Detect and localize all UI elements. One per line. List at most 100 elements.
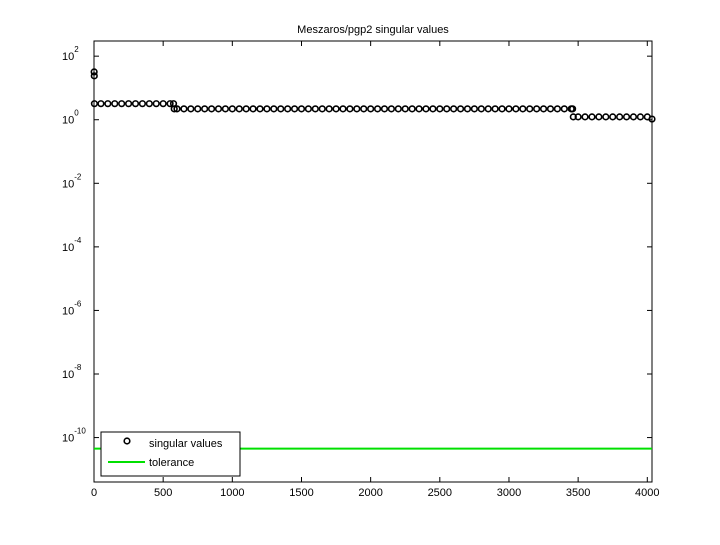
y-tick-label: 10-6 xyxy=(62,299,82,317)
data-point xyxy=(387,105,395,113)
data-point xyxy=(325,105,333,113)
data-point xyxy=(256,105,264,113)
data-point xyxy=(636,113,644,121)
data-point xyxy=(304,105,313,113)
data-point xyxy=(360,105,368,113)
data-point xyxy=(609,113,617,121)
data-point xyxy=(616,113,624,121)
data-point xyxy=(207,105,216,113)
y-tick-base: 10 xyxy=(62,369,74,381)
data-point xyxy=(318,105,326,113)
data-point xyxy=(512,105,520,113)
data-point xyxy=(90,72,98,80)
x-tick-label: 3000 xyxy=(497,487,521,499)
data-point xyxy=(111,100,119,108)
y-tick-base: 10 xyxy=(62,178,74,190)
data-point xyxy=(124,100,133,108)
data-point xyxy=(373,105,382,113)
y-tick-base: 10 xyxy=(62,115,74,127)
x-tick-label: 3500 xyxy=(566,487,590,499)
data-point xyxy=(194,105,202,113)
y-tick-exponent: -2 xyxy=(74,172,82,181)
data-point xyxy=(138,100,147,108)
data-point xyxy=(463,105,472,113)
data-point xyxy=(311,105,319,113)
data-point xyxy=(450,105,458,113)
data-point xyxy=(505,105,513,113)
data-point xyxy=(415,105,423,113)
data-point xyxy=(173,105,181,113)
data-point xyxy=(97,100,105,108)
data-point xyxy=(270,105,278,113)
data-point xyxy=(332,105,340,113)
data-point xyxy=(159,100,167,108)
data-point xyxy=(574,113,582,121)
data-point xyxy=(533,105,541,113)
data-point xyxy=(90,68,98,76)
y-tick-base: 10 xyxy=(62,305,74,317)
y-tick-exponent: 2 xyxy=(74,45,79,54)
x-tick-label: 4000 xyxy=(635,487,659,499)
data-point xyxy=(581,113,589,121)
data-point xyxy=(290,105,299,113)
data-point xyxy=(560,105,568,113)
data-point xyxy=(118,100,126,108)
data-point xyxy=(436,105,444,113)
y-tick-base: 10 xyxy=(62,51,74,63)
data-point xyxy=(263,105,271,113)
legend-label: tolerance xyxy=(149,457,194,469)
data-point xyxy=(339,105,347,113)
chart-title: Meszaros/pgp2 singular values xyxy=(297,24,449,36)
data-point xyxy=(498,105,506,113)
x-tick-label: 2000 xyxy=(358,487,382,499)
data-point xyxy=(422,105,430,113)
data-point xyxy=(648,115,656,123)
data-point xyxy=(401,105,409,113)
data-point xyxy=(353,105,361,113)
data-point xyxy=(249,105,257,113)
data-point xyxy=(484,105,492,113)
x-tick-label: 0 xyxy=(91,487,97,499)
data-point xyxy=(180,105,188,113)
data-point xyxy=(602,113,610,121)
data-point xyxy=(546,105,555,113)
y-tick-exponent: -4 xyxy=(74,236,82,245)
data-point xyxy=(526,105,534,113)
data-point xyxy=(346,105,354,113)
data-point xyxy=(629,113,638,121)
data-point xyxy=(470,105,478,113)
y-tick-exponent: -6 xyxy=(74,299,82,308)
data-point xyxy=(394,105,402,113)
data-point xyxy=(284,105,292,113)
y-tick-base: 10 xyxy=(62,242,74,254)
data-point xyxy=(622,113,631,121)
y-tick-exponent: -10 xyxy=(74,427,86,436)
data-point xyxy=(214,105,223,113)
data-point xyxy=(166,100,174,108)
data-point xyxy=(152,100,160,108)
data-point xyxy=(519,105,527,113)
data-point xyxy=(429,105,437,113)
data-point xyxy=(131,100,140,108)
data-point xyxy=(539,105,548,113)
y-tick-label: 10-10 xyxy=(62,427,86,445)
data-point xyxy=(277,105,285,113)
legend-label: singular values xyxy=(149,438,223,450)
data-point xyxy=(90,100,99,108)
data-point xyxy=(553,105,561,113)
data-point xyxy=(456,105,465,113)
y-tick-base: 10 xyxy=(62,433,74,445)
y-tick-exponent: 0 xyxy=(74,109,79,118)
data-point xyxy=(235,105,243,113)
data-point xyxy=(595,113,603,121)
data-point xyxy=(104,100,112,108)
y-tick-label: 10-8 xyxy=(62,363,82,381)
data-point xyxy=(242,105,250,113)
y-tick-label: 100 xyxy=(62,109,79,127)
data-point xyxy=(170,105,178,113)
x-tick-label: 1500 xyxy=(289,487,313,499)
data-point xyxy=(408,105,416,113)
data-point xyxy=(201,105,209,113)
y-tick-exponent: -8 xyxy=(74,363,82,372)
